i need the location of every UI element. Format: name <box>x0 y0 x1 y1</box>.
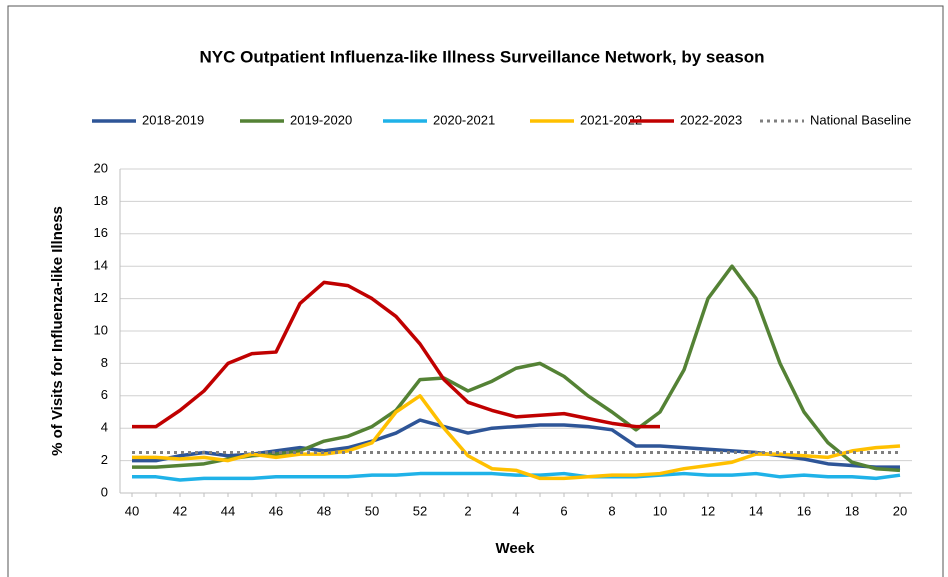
y-tick-label: 20 <box>94 160 108 175</box>
y-tick-label: 8 <box>101 355 108 370</box>
legend-label: 2019-2020 <box>290 112 352 127</box>
x-tick-label: 50 <box>365 503 379 518</box>
x-tick-label: 20 <box>893 503 907 518</box>
legend-label: 2021-2022 <box>580 112 642 127</box>
legend-label: 2020-2021 <box>433 112 495 127</box>
y-tick-label: 0 <box>101 484 108 499</box>
series-line <box>132 264 901 473</box>
x-tick-label: 48 <box>317 503 331 518</box>
x-tick-label: 8 <box>608 503 615 518</box>
x-tick-label: 14 <box>749 503 763 518</box>
y-tick-label: 6 <box>101 387 108 402</box>
x-tick-label: 6 <box>560 503 567 518</box>
series-line <box>132 280 660 429</box>
x-tick-label: 10 <box>653 503 667 518</box>
y-tick-label: 16 <box>94 225 108 240</box>
x-axis-title: Week <box>496 540 536 557</box>
series-line <box>132 394 901 481</box>
x-tick-label: 18 <box>845 503 859 518</box>
y-axis-title: % of Visits for Influenza-like Illness <box>49 206 66 456</box>
y-tick-label: 12 <box>94 290 108 305</box>
x-tick-label: 4 <box>512 503 519 518</box>
y-tick-label: 18 <box>94 193 108 208</box>
y-tick-label: 10 <box>94 322 108 337</box>
x-tick-label: 2 <box>464 503 471 518</box>
series-line <box>132 418 900 469</box>
y-tick-label: 4 <box>101 420 108 435</box>
chart-title: NYC Outpatient Influenza-like Illness Su… <box>200 47 765 66</box>
series-line <box>132 471 901 482</box>
x-tick-label: 46 <box>269 503 283 518</box>
y-tick-label: 14 <box>94 258 108 273</box>
x-tick-label: 44 <box>221 503 235 518</box>
y-tick-label: 2 <box>101 452 108 467</box>
chart-frame <box>7 5 944 577</box>
x-tick-label: 16 <box>797 503 811 518</box>
x-tick-label: 40 <box>125 503 139 518</box>
legend-label: 2018-2019 <box>142 112 204 127</box>
x-tick-label: 42 <box>173 503 187 518</box>
legend-label: 2022-2023 <box>680 112 742 127</box>
legend-label: National Baseline <box>810 112 911 127</box>
x-tick-label: 12 <box>701 503 715 518</box>
x-tick-label: 52 <box>413 503 427 518</box>
